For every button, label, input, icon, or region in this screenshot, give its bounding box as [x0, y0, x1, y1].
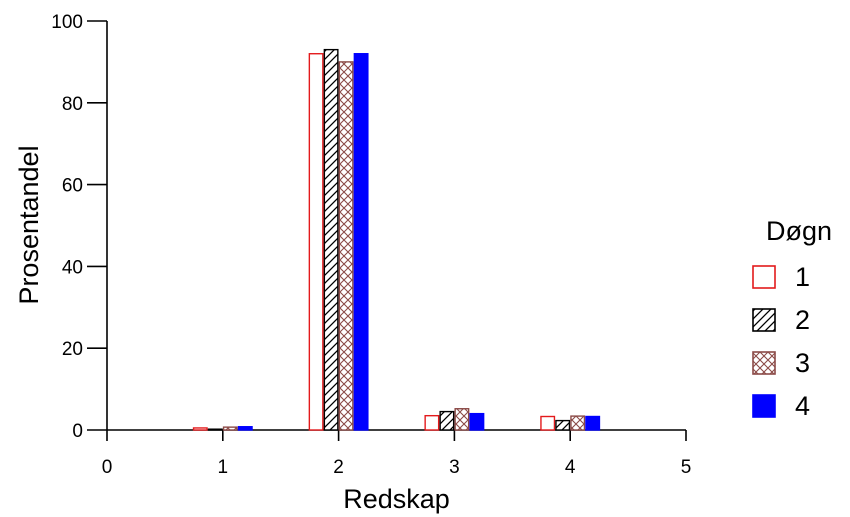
- legend-swatch-4: [752, 394, 776, 418]
- x-tick-label: 4: [565, 457, 576, 478]
- legend-label-2: 2: [795, 305, 810, 335]
- legend-label-3: 3: [795, 348, 810, 378]
- legend-swatch-3: [752, 351, 776, 375]
- y-tick-label: 20: [62, 339, 83, 360]
- bar-cat1-series4: [237, 426, 253, 431]
- bar-cat3-series1: [424, 414, 440, 431]
- bar-cat1-series3: [222, 426, 238, 431]
- bar-cat1-series1: [192, 427, 208, 431]
- y-tick-label: 0: [72, 421, 83, 442]
- bar-cat1-series2: [207, 428, 223, 431]
- bar-cat3-series2: [439, 410, 455, 431]
- x-tick-label: 0: [102, 457, 113, 478]
- legend: Døgn 1 2 3 4: [752, 216, 832, 421]
- x-tick-label: 5: [681, 457, 692, 478]
- bar-cat4-series1: [540, 415, 556, 431]
- legend-swatch-1: [752, 265, 776, 289]
- bar-cat4-series3: [570, 415, 586, 431]
- x-tick-label: 2: [333, 457, 344, 478]
- y-tick-label: 40: [62, 257, 83, 278]
- bar-cat2-series3: [338, 61, 354, 431]
- bar-cat3-series4: [469, 412, 485, 431]
- x-tick-label: 1: [218, 457, 229, 478]
- legend-label-4: 4: [795, 391, 810, 421]
- bar-cat2-series1: [308, 53, 324, 431]
- bar-cat4-series4: [585, 415, 601, 431]
- axes: 0 20 40 60 80 100 0 1 2 3 4 5: [51, 12, 691, 478]
- y-axis-label: Prosentandel: [14, 145, 44, 304]
- legend-title: Døgn: [766, 216, 832, 246]
- legend-label-1: 1: [795, 262, 810, 292]
- x-tick-label: 3: [449, 457, 460, 478]
- bar-cat3-series3: [454, 408, 470, 431]
- bars-group: [192, 48, 601, 431]
- y-tick-label: 100: [51, 12, 83, 33]
- y-tick-label: 80: [62, 94, 83, 115]
- bar-cat2-series4: [353, 53, 369, 431]
- bar-cat4-series2: [555, 419, 571, 431]
- bar-cat2-series2: [323, 48, 339, 431]
- y-tick-label: 60: [62, 176, 83, 197]
- x-axis-label: Redskap: [343, 484, 450, 514]
- legend-swatch-2: [752, 308, 776, 332]
